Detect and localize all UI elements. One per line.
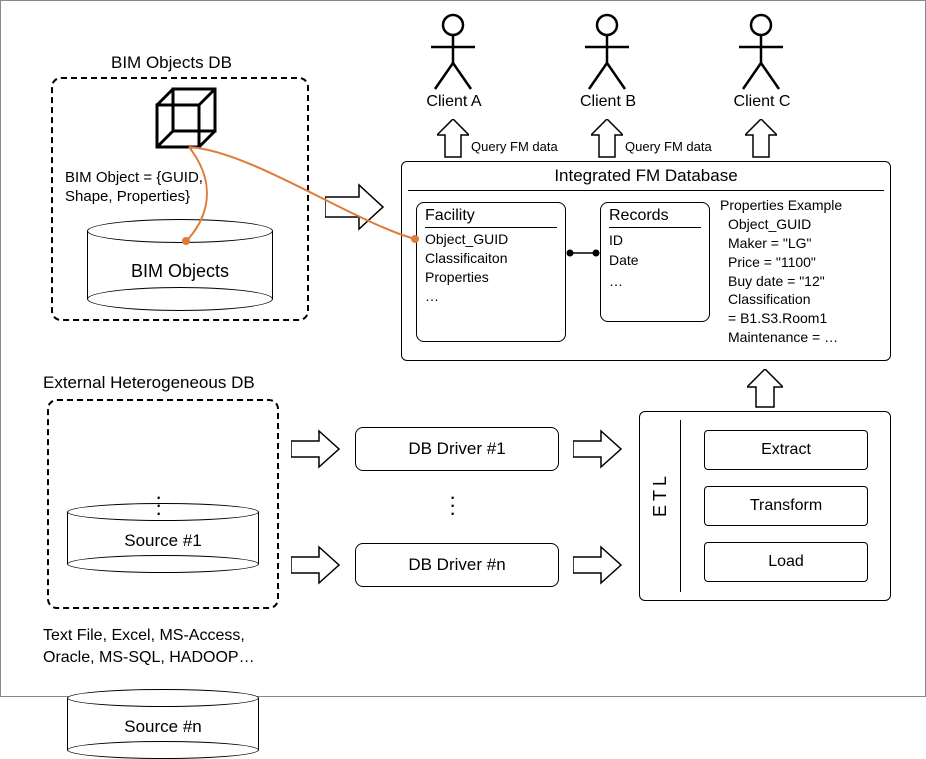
relation-connector — [566, 248, 600, 258]
arrow-up-client-c — [745, 119, 777, 159]
facility-row: Object_GUID — [425, 230, 557, 249]
client-a-icon — [423, 13, 483, 93]
facility-row: Classificaiton — [425, 249, 557, 268]
arrow-up-client-a — [437, 119, 469, 159]
prop-line: Maintenance = … — [728, 328, 890, 347]
etl-transform: Transform — [704, 486, 868, 526]
properties-example: Properties Example Object_GUID Maker = "… — [720, 196, 890, 347]
records-card: Records ID Date … — [600, 202, 710, 322]
query-label-a: Query FM data — [471, 139, 558, 154]
arrow-etl-to-fmdb — [747, 369, 783, 409]
db-driver-n: DB Driver #n — [355, 543, 559, 587]
cube-icon — [151, 85, 223, 153]
bim-definition: BIM Object = {GUID, Shape, Properties} — [65, 169, 203, 207]
fm-database-box: Integrated FM Database Facility Object_G… — [401, 161, 891, 361]
diagram-canvas: BIM Objects DB BIM Object = {GUID, Shape… — [0, 0, 926, 697]
facility-card: Facility Object_GUID Classificaiton Prop… — [416, 202, 566, 342]
sources-ellipsis: ··· — [155, 493, 162, 517]
etl-box: ETL Extract Transform Load — [639, 411, 891, 601]
source1-label: Source #1 — [67, 531, 259, 551]
arrow-src1-drv1 — [291, 429, 341, 469]
fm-db-title: Integrated FM Database — [402, 166, 890, 186]
client-b-label: Client B — [565, 93, 651, 111]
arrow-drvn-etl — [573, 545, 623, 585]
properties-header: Properties Example — [720, 196, 890, 215]
arrow-drv1-etl — [573, 429, 623, 469]
prop-line: Object_GUID — [728, 215, 890, 234]
prop-line: Classification — [728, 290, 890, 309]
records-rows: ID Date … — [609, 230, 701, 291]
ext-db-title: External Heterogeneous DB — [43, 373, 255, 393]
db-driver-1: DB Driver #1 — [355, 427, 559, 471]
prop-line: Price = "1100" — [728, 253, 890, 272]
arrow-srcn-drvn — [291, 545, 341, 585]
bim-def-line1: BIM Object = {GUID, — [65, 169, 203, 186]
client-c-label: Client C — [719, 93, 805, 111]
source1-cylinder: Source #1 — [67, 503, 259, 573]
facility-header: Facility — [425, 207, 557, 228]
records-header: Records — [609, 207, 701, 228]
query-label-b: Query FM data — [625, 139, 712, 154]
sourcen-cylinder: Source #n — [67, 689, 259, 759]
facility-rows: Object_GUID Classificaiton Properties … — [425, 230, 557, 306]
ext-db-footer: Text File, Excel, MS-Access, Oracle, MS-… — [43, 625, 255, 668]
prop-line: = B1.S3.Room1 — [728, 309, 890, 328]
records-row: Date — [609, 250, 701, 270]
sourcen-label: Source #n — [67, 717, 259, 737]
prop-line: Buy date = "12" — [728, 272, 890, 291]
bim-def-line2: Shape, Properties} — [65, 188, 190, 205]
arrow-bim-to-fmdb — [325, 183, 385, 231]
etl-load: Load — [704, 542, 868, 582]
bim-db-title: BIM Objects DB — [111, 53, 232, 73]
records-row: ID — [609, 230, 701, 250]
facility-row: Properties — [425, 268, 557, 287]
drivers-ellipsis: ··· — [449, 493, 456, 517]
records-row: … — [609, 271, 701, 291]
bim-objects-cylinder: BIM Objects — [87, 219, 273, 311]
etl-extract: Extract — [704, 430, 868, 470]
client-c-icon — [731, 13, 791, 93]
etl-label: ETL — [650, 472, 671, 517]
arrow-up-client-b — [591, 119, 623, 159]
prop-line: Maker = "LG" — [728, 234, 890, 253]
facility-row: … — [425, 287, 557, 306]
client-b-icon — [577, 13, 637, 93]
client-a-label: Client A — [411, 93, 497, 111]
bim-cyl-label: BIM Objects — [87, 261, 273, 282]
